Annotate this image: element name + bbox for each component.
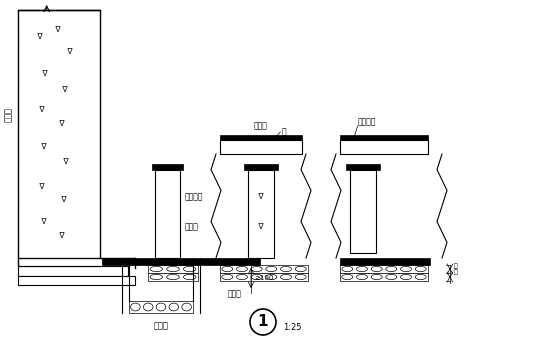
Text: 1:25: 1:25 [283, 324, 301, 333]
Bar [340, 265, 428, 273]
Bar [346, 164, 380, 170]
Bar [220, 140, 302, 154]
Text: 楼: 楼 [281, 127, 286, 136]
Text: 1: 1 [258, 314, 268, 329]
Bar [155, 170, 180, 258]
Bar [340, 273, 428, 281]
Text: 防水层: 防水层 [228, 289, 242, 298]
Bar [152, 164, 183, 170]
Text: 挡土墙: 挡土墙 [3, 107, 12, 122]
Bar [102, 258, 260, 265]
Bar [350, 170, 376, 253]
Text: 集水井: 集水井 [153, 321, 168, 330]
Bar [148, 265, 198, 273]
Bar [18, 266, 128, 276]
Bar [129, 301, 193, 313]
Text: 素岁坘层: 素岁坘层 [357, 118, 376, 126]
Text: 疏水管: 疏水管 [185, 223, 199, 232]
Bar [244, 164, 278, 170]
Bar [340, 140, 428, 154]
Bar [220, 265, 308, 273]
Bar [18, 10, 100, 258]
Bar [148, 273, 198, 281]
Text: 排水沟: 排水沟 [254, 121, 268, 131]
Text: ≥100: ≥100 [254, 275, 273, 281]
Bar [340, 258, 430, 265]
Bar [220, 135, 302, 140]
Bar [248, 170, 274, 258]
Text: 厚
度: 厚 度 [454, 263, 458, 275]
Bar [340, 135, 428, 140]
Text: 集水框架: 集水框架 [185, 192, 203, 201]
Bar [18, 276, 135, 285]
Bar [220, 273, 308, 281]
